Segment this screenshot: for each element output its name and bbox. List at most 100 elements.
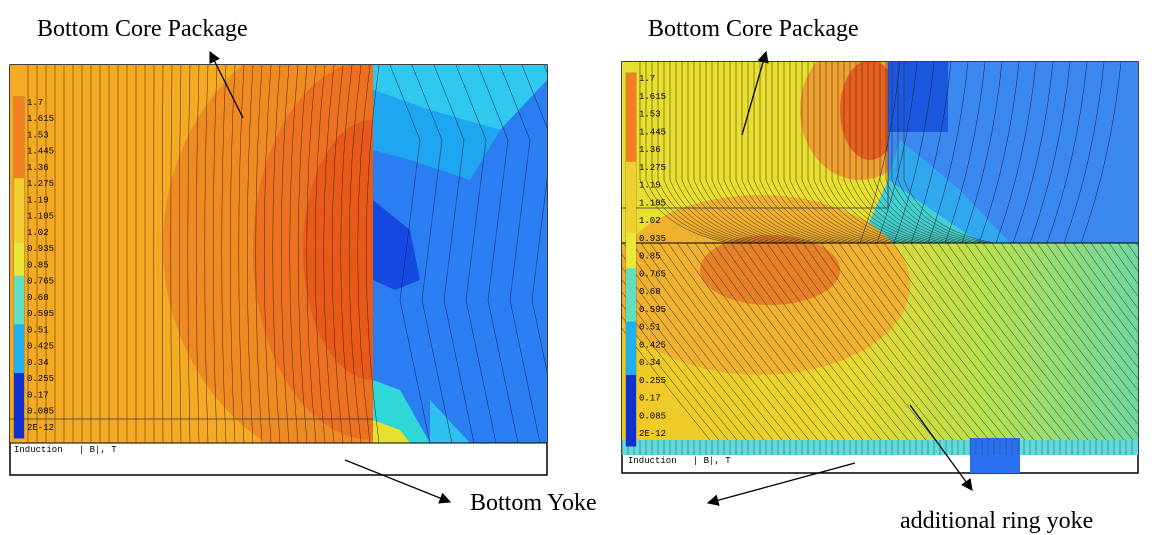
flux-line bbox=[712, 242, 864, 441]
legend-swatch bbox=[14, 275, 24, 293]
legend-label: 0.595 bbox=[639, 305, 666, 315]
legend-label: 1.36 bbox=[639, 145, 661, 155]
legend-swatch bbox=[626, 250, 636, 269]
flux-line bbox=[455, 65, 497, 443]
flux-line bbox=[813, 62, 905, 244]
flux-line bbox=[263, 65, 272, 443]
legend-label: 0.085 bbox=[27, 407, 54, 417]
flux-line bbox=[811, 242, 963, 441]
legend-swatch bbox=[14, 210, 24, 228]
flux-line bbox=[340, 65, 353, 443]
legend-label: 1.105 bbox=[639, 198, 666, 208]
legend-swatch bbox=[14, 178, 24, 195]
legend-label: 0.51 bbox=[27, 325, 49, 335]
flux-line bbox=[521, 65, 547, 373]
legend-label: 0.85 bbox=[27, 260, 49, 270]
flux-line bbox=[1135, 242, 1138, 247]
flux-line bbox=[874, 242, 1026, 441]
legend-swatch bbox=[626, 179, 636, 198]
flux-line bbox=[783, 62, 875, 244]
flux-line bbox=[991, 242, 1138, 436]
flux-line bbox=[964, 242, 1116, 441]
legend-label: 0.34 bbox=[639, 358, 661, 368]
flux-line bbox=[910, 242, 1062, 441]
legend-label: 0.765 bbox=[639, 269, 666, 279]
flux-line bbox=[784, 242, 936, 441]
flux-line bbox=[885, 62, 977, 244]
legend-swatch bbox=[14, 145, 24, 163]
flux-line bbox=[978, 62, 1020, 244]
flux-line bbox=[1099, 242, 1138, 297]
legend-label: 0.935 bbox=[639, 234, 666, 244]
legend-label: 2E-12 bbox=[639, 429, 666, 439]
flux-line bbox=[1145, 243, 1159, 440]
legend-swatch bbox=[626, 197, 636, 216]
flux-line bbox=[297, 65, 308, 443]
legend-swatch bbox=[14, 340, 24, 358]
flux-line bbox=[389, 65, 431, 443]
right-panel: Induction | B|, T 1.7 1.615 1.53 1.445 1.36 1… bbox=[621, 61, 1159, 474]
flux-line bbox=[995, 62, 1037, 244]
flux-line bbox=[306, 65, 317, 443]
legend-label: 0.17 bbox=[27, 390, 49, 400]
flux-line bbox=[272, 65, 281, 443]
flux-line bbox=[825, 62, 917, 244]
flux-line bbox=[729, 62, 821, 244]
flux-line bbox=[1154, 243, 1159, 440]
legend-label: 0.17 bbox=[639, 394, 661, 404]
flux-line bbox=[757, 242, 909, 441]
flux-line bbox=[1000, 242, 1138, 425]
flux-line bbox=[1046, 62, 1088, 244]
flux-line bbox=[961, 62, 1003, 244]
flux-line bbox=[622, 291, 738, 441]
flux-line bbox=[793, 242, 945, 441]
legend-label: 2E-12 bbox=[27, 423, 54, 433]
legend-label: 1.53 bbox=[27, 130, 49, 140]
flux-line bbox=[807, 62, 899, 244]
ring-yoke bbox=[970, 455, 1020, 473]
flux-line bbox=[693, 62, 785, 244]
legend-label: 0.765 bbox=[27, 277, 54, 287]
legend-swatch bbox=[626, 268, 636, 287]
flux-line bbox=[893, 62, 935, 244]
flux-line bbox=[901, 242, 1053, 441]
legend-label: 1.02 bbox=[27, 228, 49, 238]
flux-line bbox=[649, 242, 801, 441]
legend-label: 1.36 bbox=[27, 163, 49, 173]
legend-swatch bbox=[626, 374, 636, 394]
legend-label: 0.68 bbox=[639, 287, 661, 297]
legend-swatch bbox=[626, 339, 636, 358]
flux-line bbox=[675, 62, 767, 244]
legend-label: 1.7 bbox=[639, 74, 655, 84]
flux-line bbox=[843, 62, 935, 244]
flux-line bbox=[703, 242, 855, 441]
flux-line bbox=[741, 62, 833, 244]
flux-line bbox=[1012, 62, 1054, 244]
flux-line bbox=[801, 62, 893, 244]
flux-line bbox=[739, 242, 891, 441]
flux-line bbox=[1063, 242, 1138, 345]
arrows bbox=[209, 50, 973, 506]
flux-line bbox=[820, 242, 972, 441]
legend-swatch bbox=[14, 291, 24, 309]
flux-line bbox=[314, 65, 326, 443]
flux-line bbox=[622, 279, 747, 441]
flux-line bbox=[859, 62, 901, 244]
legend-swatch bbox=[626, 161, 636, 181]
legend-swatch bbox=[14, 373, 24, 390]
flux-line bbox=[903, 62, 995, 244]
flux-line bbox=[1045, 242, 1138, 368]
flux-line bbox=[204, 65, 209, 443]
legend-swatch bbox=[14, 226, 24, 244]
legend-swatch bbox=[14, 243, 24, 260]
legend-label: 1.02 bbox=[639, 216, 661, 226]
legend-label: 1.19 bbox=[27, 195, 49, 205]
flux-line bbox=[711, 62, 803, 244]
flux-line bbox=[1027, 242, 1138, 391]
flux-line bbox=[657, 62, 749, 244]
flux-line bbox=[631, 242, 783, 441]
flux-line bbox=[622, 304, 729, 441]
flux-line bbox=[1036, 242, 1138, 380]
